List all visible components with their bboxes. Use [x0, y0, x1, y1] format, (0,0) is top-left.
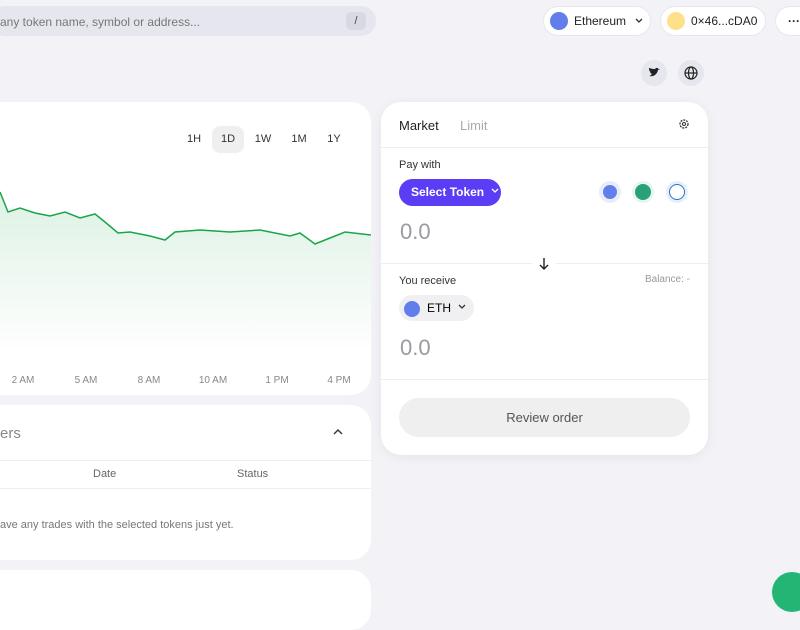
wallet-avatar	[667, 12, 685, 30]
divider	[381, 147, 708, 148]
orders-title: ers	[0, 425, 21, 442]
range-tab[interactable]: 1H	[186, 133, 202, 145]
time-label: 2 AM	[11, 375, 35, 386]
receive-label: You receive	[399, 275, 457, 287]
swap-card: Market Limit Pay with Select Token 0.0 Y…	[381, 102, 708, 455]
receive-token: ETH	[427, 301, 451, 315]
receive-token-button[interactable]: ETH	[399, 295, 474, 321]
receive-amount: 0.0	[400, 335, 431, 360]
column-header: Date	[93, 468, 117, 480]
twitter-icon	[649, 67, 660, 77]
time-label: 5 AM	[74, 375, 98, 386]
search-shortcut: /	[346, 12, 366, 30]
wallet-address: 0×46...cDA0	[691, 14, 758, 28]
tab-market[interactable]: Market	[399, 118, 439, 133]
chevron	[458, 304, 466, 309]
globe-button[interactable]	[678, 60, 704, 86]
balance: Balance: -	[644, 274, 690, 285]
token-usdt[interactable]	[632, 181, 654, 203]
settings-icon[interactable]	[678, 118, 690, 130]
network-button[interactable]: Ethereum	[543, 6, 651, 36]
column-header: Status	[237, 468, 269, 480]
range-tab[interactable]: 1M	[291, 133, 307, 145]
time-label: 10 AM	[198, 375, 228, 386]
globe-icon	[684, 66, 698, 80]
price-area	[0, 192, 371, 352]
more-label: ···	[788, 14, 800, 28]
range-tab[interactable]: 1W	[254, 133, 272, 145]
wallet-button[interactable]: 0×46...cDA0	[660, 6, 766, 36]
chart-card: 1H 1D 1W 1M 1Y 2 AM 5 AM 8 AM 10 AM 1 PM 4 PM	[0, 102, 371, 395]
next-card	[0, 570, 371, 630]
price-line	[0, 191, 371, 245]
network-name: Ethereum	[574, 14, 627, 28]
review-label: Review order	[506, 410, 583, 425]
price-chart	[0, 191, 371, 352]
collapse-icon[interactable]	[332, 426, 344, 438]
select-token-label: Select Token	[411, 185, 485, 199]
token-usdc[interactable]	[666, 181, 688, 203]
time-label: 1 PM	[265, 375, 289, 386]
pay-label: Pay with	[399, 159, 441, 171]
search-placeholder: any token name, symbol or address...	[0, 15, 201, 29]
range-tab[interactable]: 1D	[212, 126, 244, 153]
range-tab[interactable]: 1Y	[327, 133, 341, 145]
chat-button[interactable]	[772, 572, 800, 612]
divider	[0, 460, 371, 461]
chevron	[635, 18, 643, 23]
review-button[interactable]: Review order	[399, 398, 690, 437]
eth-icon	[550, 12, 568, 30]
time-label: 8 AM	[137, 375, 161, 386]
empty-message: ave any trades with the selected tokens …	[0, 519, 234, 531]
search-box[interactable]: any token name, symbol or address... /	[0, 6, 376, 36]
time-label: 4 PM	[327, 375, 351, 386]
orders-card: ers Date Status ave any trades with the …	[0, 405, 371, 560]
page: any token name, symbol or address... / E…	[0, 6, 800, 630]
divider	[381, 379, 708, 380]
swap-direction[interactable]	[532, 252, 556, 276]
tab-limit[interactable]: Limit	[460, 118, 488, 133]
pay-amount[interactable]: 0.0	[400, 219, 431, 244]
token-eth[interactable]	[599, 181, 621, 203]
more-button[interactable]: ···	[775, 6, 800, 36]
divider	[0, 488, 371, 489]
twitter-button[interactable]	[641, 60, 667, 86]
chevron	[491, 188, 499, 193]
select-token-button[interactable]: Select Token	[399, 179, 501, 206]
